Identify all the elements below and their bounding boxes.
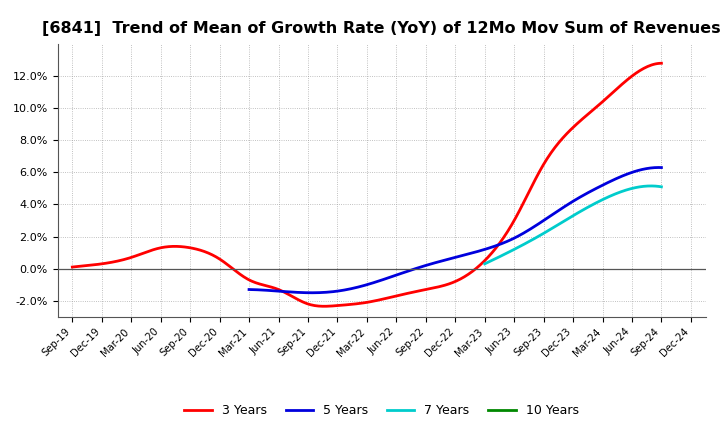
3 Years [657,61,666,66]
3 Years [431,285,439,290]
3 Years [70,264,78,269]
5 Years [490,244,499,249]
7 Years [657,184,666,190]
7 Years [647,183,655,189]
7 Years [481,261,490,266]
Line: 3 Years: 3 Years [72,63,662,306]
3 Years [68,264,76,270]
5 Years [492,243,500,249]
5 Years [654,165,663,170]
7 Years [588,202,597,207]
3 Years [567,127,575,132]
7 Years [585,204,593,209]
Title: [6841]  Trend of Mean of Growth Rate (YoY) of 12Mo Mov Sum of Revenues: [6841] Trend of Mean of Growth Rate (YoY… [42,21,720,36]
5 Years [657,165,666,170]
7 Years [641,183,649,189]
Legend: 3 Years, 5 Years, 7 Years, 10 Years: 3 Years, 5 Years, 7 Years, 10 Years [179,400,584,422]
5 Years [307,290,315,295]
7 Years [585,203,594,209]
5 Years [245,287,253,292]
5 Years [498,241,507,246]
3 Years [320,304,329,309]
Line: 7 Years: 7 Years [485,186,662,264]
Line: 5 Years: 5 Years [249,168,662,293]
5 Years [594,185,603,190]
7 Years [480,261,489,267]
5 Years [246,287,255,292]
3 Years [420,287,429,292]
3 Years [604,94,613,99]
7 Years [629,185,638,191]
3 Years [419,287,428,293]
5 Years [620,172,629,178]
